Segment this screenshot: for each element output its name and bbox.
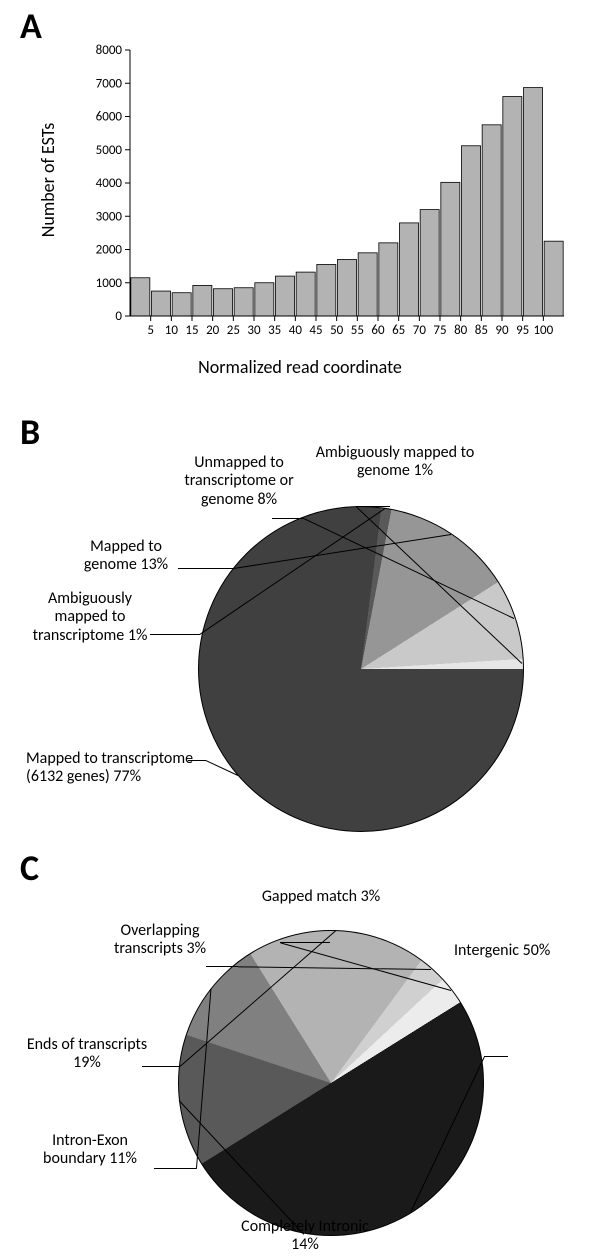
pie-leader [272,518,304,519]
svg-text:95: 95 [516,323,529,338]
pie-slice-label: Ends of transcripts 19% [22,1036,152,1073]
pie-slice-label: Ambiguously mapped to transcriptome 1% [20,590,160,645]
svg-text:75: 75 [433,323,446,338]
pie-leader [178,568,234,569]
pie-leader [206,966,238,967]
pie-slice-label: Unmapped to transcriptome or genome 8% [164,454,314,509]
svg-text:50: 50 [330,323,344,338]
svg-text:5: 5 [147,323,154,338]
pie-leader [154,1168,196,1169]
figure-page: A B C Number of ESTs 0 1000 2000 3000 4000 50… [0,0,600,1257]
panel-label-b: B [20,410,40,454]
svg-text:1000: 1000 [96,276,123,291]
pie-slice-label: Gapped match 3% [236,888,406,906]
svg-text:0: 0 [115,309,122,324]
svg-text:60: 60 [371,323,385,338]
bar-xlabel: Normalized read coordinate [0,356,600,378]
svg-text:15: 15 [185,323,198,338]
svg-text:10: 10 [165,323,179,338]
pie-b-panel: Mapped to transcriptome (6132 genes) 77%… [0,450,600,850]
pie-leader [484,1056,508,1057]
pie-leader [356,506,390,507]
pie-slice-label: Intergenic 50% [454,942,594,960]
svg-text:70: 70 [413,323,427,338]
svg-text:80: 80 [454,323,468,338]
svg-text:7000: 7000 [96,76,123,91]
svg-text:4000: 4000 [96,176,123,191]
svg-text:8000: 8000 [96,44,123,58]
svg-text:40: 40 [289,323,303,338]
svg-text:85: 85 [475,323,488,338]
svg-text:65: 65 [392,323,405,338]
pie-slice-label: Completely Intronic 14% [230,1218,380,1255]
svg-text:3000: 3000 [96,209,123,224]
bar-chart-svg: 0 1000 2000 3000 4000 5000 6000 7000 8000 5 10 15 20… [90,44,570,344]
pie-slice-label: Intron-Exon boundary 11% [20,1132,160,1169]
pie-b [198,506,524,832]
svg-text:25: 25 [227,323,240,338]
svg-text:5000: 5000 [96,143,123,158]
panel-label-a: A [20,4,42,48]
pie-slice-label: Overlapping transcripts 3% [100,922,220,959]
svg-text:45: 45 [309,323,322,338]
svg-text:6000: 6000 [96,110,123,125]
svg-text:35: 35 [268,323,281,338]
svg-text:30: 30 [247,323,261,338]
panel-label-c: C [20,846,39,890]
pie-c-panel: Intergenic 50% Completely Intronic 14% Int… [0,886,600,1256]
bar-ylabel: Number of ESTs [37,123,59,238]
pie-slice-label: Mapped to transcriptome (6132 genes) 77% [26,750,196,787]
pie-c [178,930,484,1236]
pie-leader [280,942,330,943]
svg-text:90: 90 [495,323,509,338]
svg-text:100: 100 [533,323,553,338]
pie-slice-label: Mapped to genome 13% [66,538,186,575]
svg-text:2000: 2000 [96,243,123,258]
pie-slice-label: Ambiguously mapped to genome 1% [300,444,490,481]
svg-text:55: 55 [351,323,364,338]
svg-text:20: 20 [206,323,220,338]
bar-chart: 0 1000 2000 3000 4000 5000 6000 7000 8000 5 10 15 20… [90,44,570,344]
